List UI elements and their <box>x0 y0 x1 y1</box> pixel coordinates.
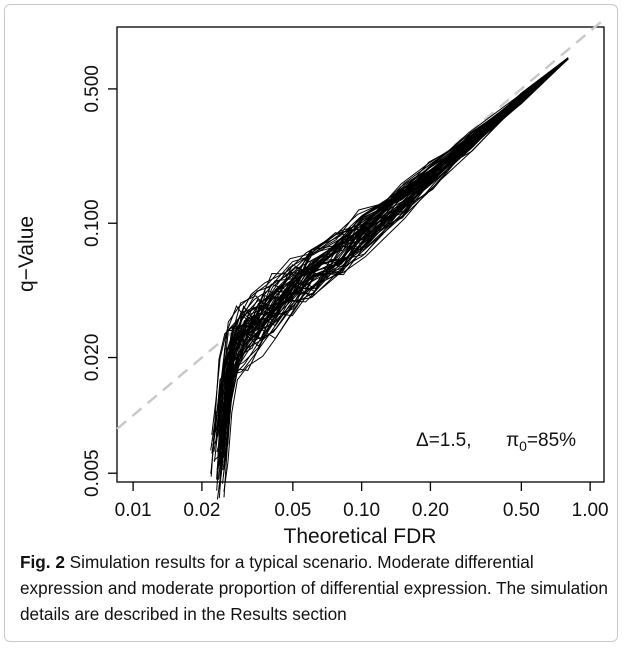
x-tick-label: 0.02 <box>183 500 220 521</box>
qvalue-chart: 0.01 0.02 0.05 0.10 0.20 0.50 1.00 0.0050.0200… <box>15 18 609 545</box>
simulation-series-line <box>222 58 569 477</box>
simulation-series-line <box>221 58 569 450</box>
simulation-series-line <box>214 57 569 462</box>
figure-frame <box>4 4 618 642</box>
simulation-series-line <box>213 57 569 428</box>
simulation-series-line <box>217 57 569 438</box>
simulation-series-line <box>221 57 569 457</box>
x-axis: 0.01 0.02 0.05 0.10 0.20 0.50 1.00 <box>115 482 609 521</box>
simulation-series-line <box>219 58 569 461</box>
simulation-series-line <box>213 58 569 461</box>
simulation-series-line <box>219 57 569 446</box>
simulation-series-line <box>218 58 569 462</box>
simulation-series-line <box>220 58 569 458</box>
plot-area-frame <box>116 26 605 483</box>
simulation-series-line <box>216 58 569 491</box>
reference-diagonal <box>116 18 605 430</box>
simulation-series-line <box>213 58 569 452</box>
simulation-series-line <box>221 57 569 465</box>
simulation-series-line <box>220 58 569 474</box>
simulation-series-line <box>216 57 569 453</box>
y-tick-label: 0.500 <box>82 65 103 113</box>
simulation-series-line <box>216 57 569 426</box>
figure-label: Fig. 2 <box>20 552 65 572</box>
simulation-series-line <box>222 58 569 471</box>
simulation-series-line <box>217 57 569 449</box>
figure-caption: Fig. 2 Simulation results for a typical … <box>20 549 610 627</box>
x-tick-label: 0.50 <box>503 500 540 521</box>
simulation-series-line <box>221 57 569 463</box>
x-tick-label: 1.00 <box>572 500 609 521</box>
simulation-series-group <box>210 57 569 500</box>
simulation-series-line <box>219 58 569 479</box>
simulation-series-line <box>218 58 569 489</box>
simulation-series-line <box>218 57 569 427</box>
y-axis-title: q−Value <box>15 216 38 292</box>
simulation-series-line <box>211 58 569 454</box>
simulation-series-line <box>223 58 569 458</box>
simulation-series-line <box>216 58 569 480</box>
y-tick-label: 0.020 <box>82 334 103 382</box>
simulation-series-line <box>210 58 569 451</box>
simulation-series-line <box>223 58 569 498</box>
y-tick-label: 0.005 <box>82 449 103 497</box>
simulation-series-line <box>223 57 569 435</box>
y-axis: 0.005 0.020 0.100 0.500 <box>82 65 117 497</box>
x-tick-label: 0.01 <box>115 500 152 521</box>
simulation-series-line <box>220 57 569 454</box>
simulation-series-line <box>223 57 569 467</box>
simulation-series-line <box>223 57 569 466</box>
simulation-series-line <box>220 58 569 466</box>
annotation-delta: Δ=1.5, <box>416 430 471 451</box>
simulation-series-line <box>212 58 569 442</box>
simulation-series-line <box>220 58 569 450</box>
x-axis-title: Theoretical FDR <box>284 525 437 545</box>
x-tick-label: 0.10 <box>343 500 380 521</box>
simulation-series-line <box>219 58 569 445</box>
simulation-series-line <box>215 57 569 437</box>
x-tick-label: 0.20 <box>412 500 449 521</box>
annotation-pi-value: =85% <box>527 430 576 451</box>
simulation-series-line <box>218 58 569 463</box>
simulation-series-line <box>221 58 569 446</box>
simulation-series-line <box>219 58 569 470</box>
simulation-series-line <box>212 58 569 446</box>
simulation-series-line <box>222 58 569 484</box>
simulation-series-line <box>217 58 569 481</box>
simulation-series-line <box>218 58 569 467</box>
figure-caption-text: Simulation results for a typical scenari… <box>20 552 608 624</box>
annotation-pi: π0=85% <box>506 430 576 454</box>
simulation-series-line <box>210 58 569 474</box>
simulation-series-line <box>216 57 569 432</box>
simulation-series-line <box>219 58 569 434</box>
x-tick-label: 0.05 <box>274 500 311 521</box>
simulation-series-line <box>216 58 569 470</box>
annotation-pi-symbol: π <box>506 430 519 451</box>
simulation-series-line <box>218 58 569 457</box>
simulation-series-line <box>218 57 569 454</box>
y-tick-label: 0.100 <box>82 199 103 247</box>
annotation-pi-subscript: 0 <box>519 438 527 454</box>
simulation-series-line <box>218 57 569 449</box>
simulation-series-line <box>210 58 569 477</box>
simulation-series-line <box>211 58 569 435</box>
simulation-series-line <box>221 58 569 451</box>
simulation-series-line <box>220 58 569 477</box>
simulation-series-line <box>222 57 569 424</box>
simulation-series-line <box>223 58 569 492</box>
simulation-series-line <box>221 58 569 462</box>
